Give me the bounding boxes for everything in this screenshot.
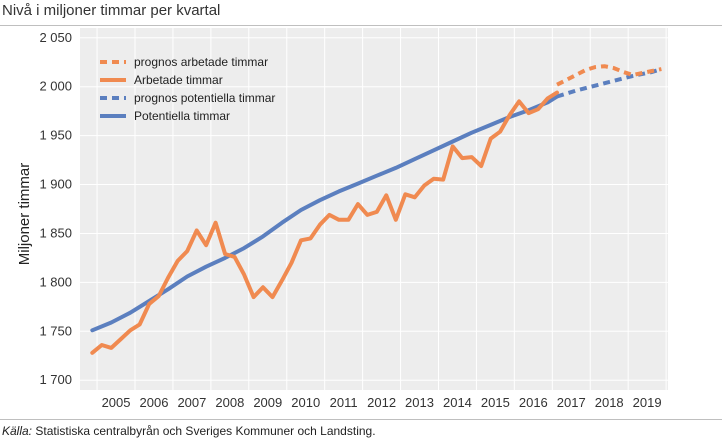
source-text: Statistiska centralbyrån och Sveriges Ko… bbox=[32, 424, 376, 438]
legend-label: prognos arbetade timmar bbox=[134, 55, 268, 69]
x-tick-label: 2005 bbox=[102, 395, 131, 410]
x-tick-label: 2016 bbox=[519, 395, 548, 410]
y-tick-label: 1 950 bbox=[39, 128, 72, 143]
source-lead: Källa: bbox=[2, 424, 33, 438]
y-axis-label: Miljoner timmar bbox=[16, 163, 33, 266]
y-tick-label: 1 900 bbox=[39, 177, 72, 192]
y-tick-label: 1 750 bbox=[39, 323, 72, 338]
legend-label: Arbetade timmar bbox=[134, 73, 223, 87]
source-note: Källa: Statistiska centralbyrån och Sver… bbox=[2, 424, 376, 438]
x-axis-ticks: 2005 2006 2007 2008 2009 2010 2011 2012 2013 2014… bbox=[102, 395, 662, 410]
chart-title: Nivå i miljoner timmar per kvartal bbox=[2, 2, 221, 19]
x-tick-label: 2006 bbox=[140, 395, 169, 410]
y-tick-label: 1 700 bbox=[39, 372, 72, 387]
legend: prognos arbetade timmar Arbetade timmar pr… bbox=[100, 55, 275, 123]
legend-label: prognos potentiella timmar bbox=[134, 91, 275, 105]
x-tick-label: 2011 bbox=[330, 395, 358, 410]
x-tick-label: 2018 bbox=[595, 395, 624, 410]
x-tick-label: 2008 bbox=[215, 395, 244, 410]
y-tick-label: 2 050 bbox=[39, 30, 72, 45]
y-tick-label: 2 000 bbox=[39, 79, 72, 94]
bottom-divider bbox=[0, 419, 722, 420]
y-tick-label: 1 850 bbox=[39, 225, 72, 240]
plot-area bbox=[80, 28, 668, 390]
x-tick-label: 2007 bbox=[177, 395, 206, 410]
x-tick-label: 2014 bbox=[443, 395, 472, 410]
x-tick-label: 2009 bbox=[253, 395, 282, 410]
legend-label: Potentiella timmar bbox=[134, 109, 230, 123]
series-line-1 bbox=[90, 90, 559, 355]
y-axis-ticks: 1 700 1 750 1 800 1 850 1 900 1 950 2 000 2 050 bbox=[39, 30, 72, 387]
x-tick-label: 2019 bbox=[633, 395, 662, 410]
series-lines bbox=[90, 64, 662, 355]
x-tick-label: 2010 bbox=[291, 395, 320, 410]
x-tick-label: 2012 bbox=[367, 395, 396, 410]
y-tick-label: 1 800 bbox=[39, 274, 72, 289]
series-line-3 bbox=[90, 94, 559, 333]
x-tick-label: 2017 bbox=[557, 395, 586, 410]
x-tick-label: 2015 bbox=[481, 395, 510, 410]
x-tick-label: 2013 bbox=[405, 395, 434, 410]
top-divider bbox=[0, 25, 722, 26]
